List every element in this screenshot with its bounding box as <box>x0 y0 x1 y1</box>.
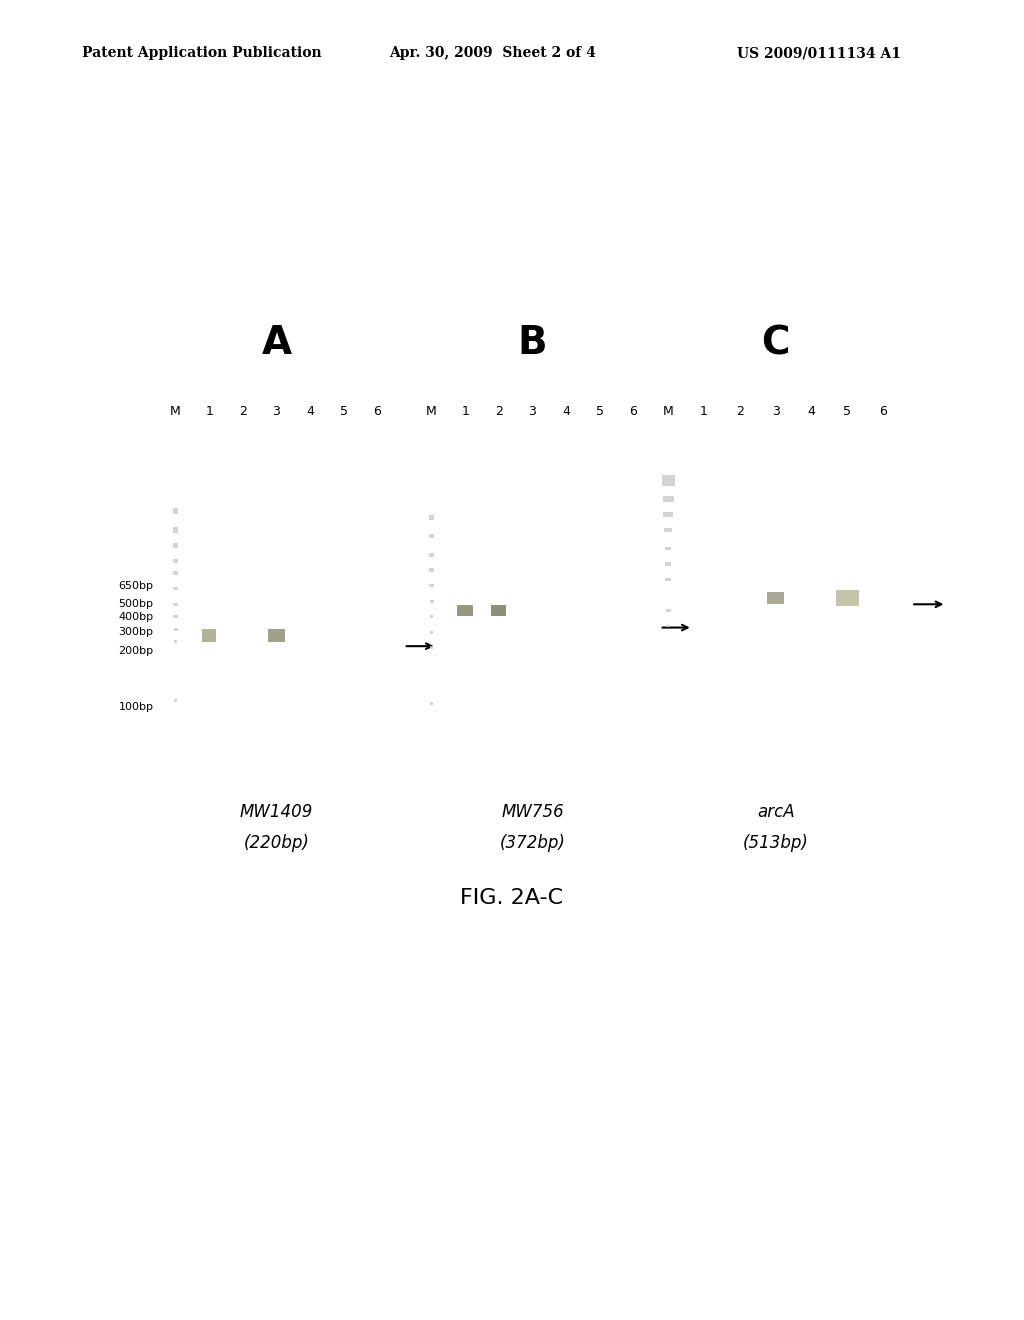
Text: (220bp): (220bp) <box>244 834 309 851</box>
Text: C: C <box>762 325 790 362</box>
FancyBboxPatch shape <box>662 475 675 486</box>
Text: 500bp: 500bp <box>119 599 154 610</box>
FancyBboxPatch shape <box>836 590 859 606</box>
FancyBboxPatch shape <box>173 615 177 618</box>
Text: M: M <box>426 405 437 418</box>
FancyBboxPatch shape <box>429 569 434 572</box>
FancyBboxPatch shape <box>429 515 434 520</box>
Text: (372bp): (372bp) <box>500 834 565 851</box>
FancyBboxPatch shape <box>174 700 177 702</box>
Text: M: M <box>170 405 181 418</box>
FancyBboxPatch shape <box>173 572 178 576</box>
FancyBboxPatch shape <box>665 546 672 550</box>
FancyBboxPatch shape <box>663 496 674 502</box>
FancyBboxPatch shape <box>664 528 673 532</box>
Text: MW1409: MW1409 <box>240 803 313 821</box>
Text: (513bp): (513bp) <box>742 834 809 851</box>
FancyBboxPatch shape <box>430 615 433 618</box>
FancyBboxPatch shape <box>430 647 433 649</box>
Text: M: M <box>663 405 674 418</box>
Text: 2: 2 <box>736 405 743 418</box>
Text: 5: 5 <box>844 405 851 418</box>
Text: Patent Application Publication: Patent Application Publication <box>82 46 322 61</box>
FancyBboxPatch shape <box>429 533 434 539</box>
FancyBboxPatch shape <box>174 640 177 643</box>
Text: 2: 2 <box>239 405 247 418</box>
FancyBboxPatch shape <box>666 562 671 566</box>
FancyBboxPatch shape <box>202 630 216 642</box>
FancyBboxPatch shape <box>664 512 673 516</box>
Text: 6: 6 <box>880 405 887 418</box>
FancyBboxPatch shape <box>767 591 784 605</box>
FancyBboxPatch shape <box>173 627 177 631</box>
Text: MW756: MW756 <box>501 803 564 821</box>
FancyBboxPatch shape <box>666 609 671 612</box>
FancyBboxPatch shape <box>457 605 473 616</box>
Text: 4: 4 <box>808 405 815 418</box>
Text: 1: 1 <box>700 405 708 418</box>
Text: 6: 6 <box>630 405 637 418</box>
Text: 650bp: 650bp <box>119 581 154 590</box>
FancyBboxPatch shape <box>268 630 285 642</box>
Text: 400bp: 400bp <box>119 611 154 622</box>
Text: 3: 3 <box>528 405 537 418</box>
FancyBboxPatch shape <box>492 605 507 616</box>
FancyBboxPatch shape <box>173 527 178 533</box>
Text: 3: 3 <box>772 405 779 418</box>
Text: A: A <box>261 325 292 362</box>
Text: Apr. 30, 2009  Sheet 2 of 4: Apr. 30, 2009 Sheet 2 of 4 <box>389 46 596 61</box>
Text: 1: 1 <box>461 405 469 418</box>
Text: 300bp: 300bp <box>119 627 154 638</box>
Text: 100bp: 100bp <box>119 702 154 711</box>
Text: 4: 4 <box>306 405 314 418</box>
FancyBboxPatch shape <box>173 603 178 606</box>
Text: 4: 4 <box>562 405 570 418</box>
FancyBboxPatch shape <box>429 553 434 557</box>
FancyBboxPatch shape <box>666 578 671 581</box>
Text: US 2009/0111134 A1: US 2009/0111134 A1 <box>737 46 901 61</box>
FancyBboxPatch shape <box>429 599 433 603</box>
FancyBboxPatch shape <box>173 587 178 590</box>
Text: FIG. 2A-C: FIG. 2A-C <box>461 887 563 908</box>
Text: 3: 3 <box>272 405 281 418</box>
FancyBboxPatch shape <box>429 583 433 587</box>
FancyBboxPatch shape <box>173 508 178 513</box>
Text: arcA: arcA <box>757 803 795 821</box>
Text: 2: 2 <box>495 405 503 418</box>
FancyBboxPatch shape <box>430 702 433 705</box>
Text: 5: 5 <box>596 405 604 418</box>
Text: 200bp: 200bp <box>119 645 154 656</box>
Text: 5: 5 <box>340 405 348 418</box>
Text: 1: 1 <box>205 405 213 418</box>
FancyBboxPatch shape <box>430 631 433 634</box>
Text: 6: 6 <box>374 405 381 418</box>
FancyBboxPatch shape <box>666 624 671 627</box>
Text: B: B <box>518 325 547 362</box>
FancyBboxPatch shape <box>173 544 178 548</box>
FancyBboxPatch shape <box>173 558 178 562</box>
